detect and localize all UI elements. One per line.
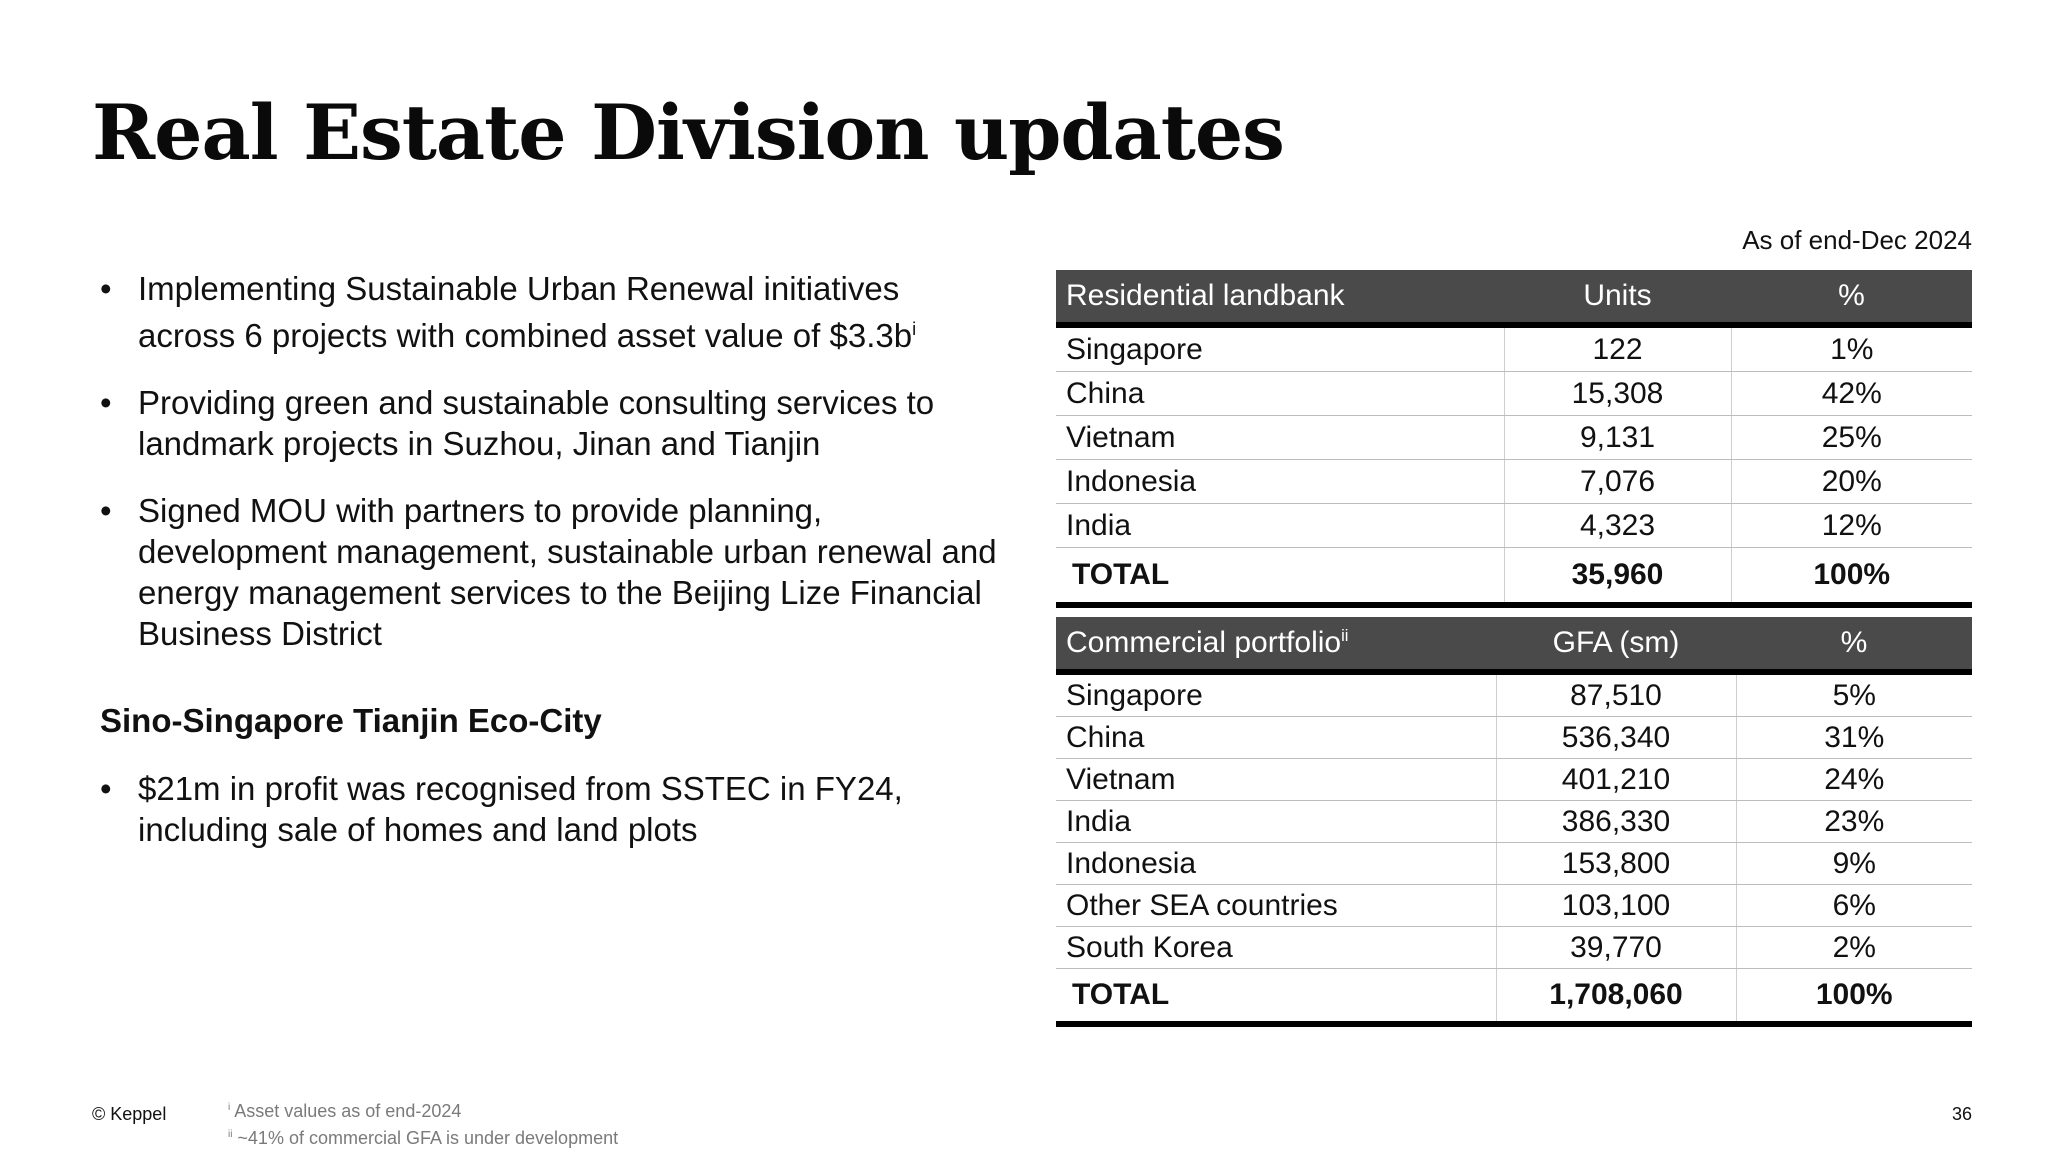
header-pct: % (1731, 270, 1972, 328)
section-subheading: Sino-Singapore Tianjin Eco-City (100, 702, 602, 739)
cell-pct: 24% (1736, 758, 1972, 801)
cell-value: 153,800 (1495, 842, 1737, 885)
cell-pct: 42% (1731, 371, 1972, 416)
table-row: Vietnam 9,131 25% (1056, 415, 1972, 460)
sub-bullet-list: • $21m in profit was recognised from SSTE… (100, 768, 1000, 850)
commercial-portfolio-table: Commercial portfolioii GFA (sm) % Singap… (1056, 617, 1972, 1027)
bullet-item: • Providing green and sustainable consult… (100, 382, 1000, 464)
cell-value: 4,323 (1503, 503, 1732, 548)
cell-country: Indonesia (1056, 459, 1504, 504)
cell-country: Indonesia (1056, 842, 1496, 885)
header-name-text: Commercial portfolio (1066, 626, 1342, 659)
bullet-text: Signed MOU with partners to provide plan… (138, 492, 997, 652)
footnote: i Asset values as of end-2024 (228, 1096, 618, 1123)
table-total-row: TOTAL 1,708,060 100% (1056, 968, 1972, 1027)
footnote-marker: ii (1341, 627, 1349, 645)
cell-country: India (1056, 800, 1496, 843)
cell-country: Singapore (1056, 672, 1496, 717)
cell-country: China (1056, 716, 1496, 759)
footnote-text: ~41% of commercial GFA is under developm… (237, 1128, 619, 1148)
header-name: Commercial portfolioii (1056, 617, 1496, 675)
bullet-dot: • (100, 770, 112, 807)
bullet-text: $21m in profit was recognised from SSTEC… (138, 770, 903, 848)
bullet-item: • Implementing Sustainable Urban Renewal … (100, 268, 1000, 356)
footnote-marker: i (228, 1102, 231, 1113)
table-row: China 15,308 42% (1056, 371, 1972, 416)
cell-country: Singapore (1056, 325, 1504, 372)
bullet-item: • $21m in profit was recognised from SSTE… (100, 768, 1000, 850)
cell-pct: 2% (1736, 926, 1972, 969)
header-gfa: GFA (sm) (1496, 617, 1736, 675)
header-units: Units (1504, 270, 1731, 328)
header-pct: % (1736, 617, 1972, 675)
page-number: 36 (1951, 1104, 1972, 1124)
table-header-row: Residential landbank Units % (1056, 270, 1972, 328)
cell-pct: 12% (1731, 503, 1972, 548)
table-row: Indonesia 7,076 20% (1056, 459, 1972, 504)
residential-landbank-table: Residential landbank Units % Singapore 12… (1056, 270, 1972, 608)
cell-value: 401,210 (1495, 758, 1737, 801)
cell-value: 536,340 (1495, 716, 1737, 759)
as-of-date: As of end-Dec 2024 (1742, 225, 1972, 255)
cell-pct: 6% (1736, 884, 1972, 927)
cell-country: India (1056, 503, 1504, 548)
cell-total-pct: 100% (1731, 547, 1972, 608)
cell-pct: 1% (1731, 325, 1972, 372)
cell-pct: 25% (1731, 415, 1972, 460)
table-row: Other SEA countries 103,100 6% (1056, 884, 1972, 927)
page-title: Real Estate Division updates (92, 88, 1285, 177)
table-row: Singapore 87,510 5% (1056, 672, 1972, 717)
footnotes: i Asset values as of end-2024 ii ~41% of… (228, 1096, 618, 1150)
cell-value: 122 (1503, 325, 1732, 372)
cell-country: Other SEA countries (1056, 884, 1496, 927)
cell-pct: 20% (1731, 459, 1972, 504)
cell-value: 7,076 (1503, 459, 1732, 504)
bullet-dot: • (100, 384, 112, 421)
copyright: © Keppel (92, 1104, 167, 1124)
table-row: South Korea 39,770 2% (1056, 926, 1972, 969)
cell-country: Vietnam (1056, 758, 1496, 801)
cell-value: 9,131 (1503, 415, 1732, 460)
bullet-dot: • (100, 492, 112, 529)
table-total-row: TOTAL 35,960 100% (1056, 547, 1972, 608)
bullet-dot: • (100, 270, 112, 307)
cell-value: 39,770 (1495, 926, 1737, 969)
cell-value: 386,330 (1495, 800, 1737, 843)
header-name: Residential landbank (1056, 270, 1504, 328)
cell-pct: 23% (1736, 800, 1972, 843)
bullet-item: • Signed MOU with partners to provide pla… (100, 490, 1000, 654)
footnote-marker: ii (228, 1129, 233, 1140)
cell-total-value: 35,960 (1503, 547, 1732, 608)
table-row: Indonesia 153,800 9% (1056, 842, 1972, 885)
cell-country: Vietnam (1056, 415, 1504, 460)
cell-total-label: TOTAL (1056, 547, 1504, 608)
cell-total-value: 1,708,060 (1495, 968, 1737, 1027)
table-row: India 4,323 12% (1056, 503, 1972, 548)
footnote-text: Asset values as of end-2024 (234, 1101, 462, 1121)
cell-country: South Korea (1056, 926, 1496, 969)
cell-pct: 9% (1736, 842, 1972, 885)
cell-pct: 5% (1736, 672, 1972, 717)
table-row: China 536,340 31% (1056, 716, 1972, 759)
cell-value: 87,510 (1495, 672, 1737, 717)
cell-total-label: TOTAL (1056, 968, 1496, 1027)
cell-country: China (1056, 371, 1504, 416)
table-row: Vietnam 401,210 24% (1056, 758, 1972, 801)
footnote-marker: i (912, 319, 917, 339)
bullet-list: • Implementing Sustainable Urban Renewal … (100, 268, 1000, 654)
bullet-text: Providing green and sustainable consulti… (138, 384, 935, 462)
cell-total-pct: 100% (1736, 968, 1972, 1027)
bullet-text: Implementing Sustainable Urban Renewal i… (138, 270, 913, 354)
table-header-row: Commercial portfolioii GFA (sm) % (1056, 617, 1972, 675)
table-row: Singapore 122 1% (1056, 325, 1972, 372)
bullet-section: • Implementing Sustainable Urban Renewal … (100, 268, 1000, 876)
footnote: ii ~41% of commercial GFA is under devel… (228, 1123, 618, 1150)
cell-pct: 31% (1736, 716, 1972, 759)
table-row: India 386,330 23% (1056, 800, 1972, 843)
cell-value: 103,100 (1495, 884, 1737, 927)
cell-value: 15,308 (1503, 371, 1732, 416)
